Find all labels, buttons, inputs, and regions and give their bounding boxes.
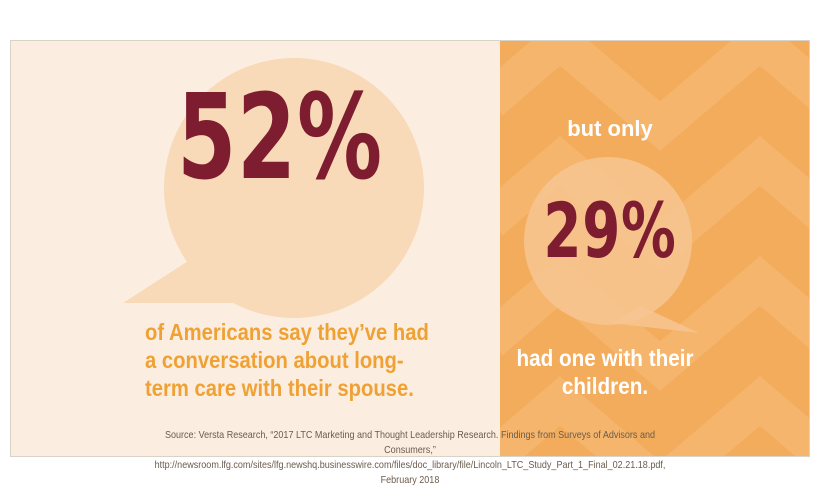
primary-stat-caption: of Americans say they’ve had a conversat… <box>145 319 429 401</box>
speech-bubbles <box>123 58 699 333</box>
source-line-1: Source: Versta Research, “2017 LTC Marke… <box>164 429 656 456</box>
speech-bubble-large <box>123 58 424 318</box>
secondary-stat-lead: but only <box>567 116 653 141</box>
secondary-stat-caption: had one with their children. <box>516 345 694 399</box>
infographic-card <box>10 40 810 457</box>
source-line-2: http://newsroom.lfg.com/sites/lfg.newshq… <box>154 459 666 486</box>
primary-stat-value: 52% <box>177 68 383 206</box>
secondary-stat-value: 29% <box>543 186 677 275</box>
source-citation: Source: Versta Research, “2017 LTC Marke… <box>143 428 676 488</box>
speech-bubble-small <box>524 157 699 333</box>
